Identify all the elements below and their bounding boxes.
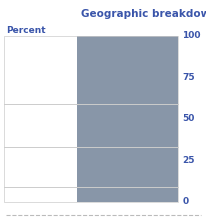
Text: 0: 0 bbox=[181, 197, 187, 206]
Text: 9%: 9% bbox=[59, 190, 74, 199]
Text: 50: 50 bbox=[181, 114, 194, 123]
Text: Asia-Pacific: Asia-Pacific bbox=[8, 121, 67, 130]
Text: 41%: 41% bbox=[54, 65, 74, 74]
Text: Japan: Japan bbox=[8, 190, 37, 199]
Text: Geographic breakdown of 2000 revenues: Geographic breakdown of 2000 revenues bbox=[80, 9, 206, 19]
Text: 24%: 24% bbox=[54, 162, 74, 171]
Text: Percent: Percent bbox=[6, 26, 46, 35]
Text: 100: 100 bbox=[181, 31, 200, 40]
Text: Europe: Europe bbox=[8, 162, 44, 171]
Text: 25: 25 bbox=[181, 156, 194, 165]
Text: 26%: 26% bbox=[54, 121, 74, 130]
Text: 75: 75 bbox=[181, 73, 194, 82]
Text: North America: North America bbox=[8, 65, 82, 74]
